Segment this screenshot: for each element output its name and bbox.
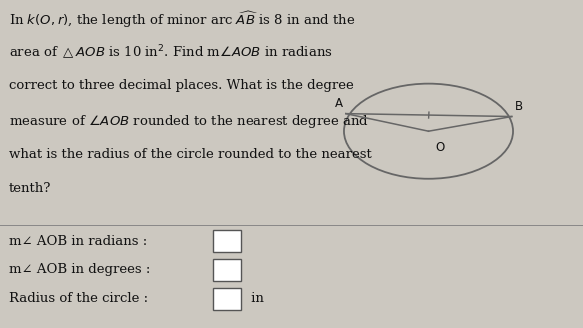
Text: A: A	[335, 97, 343, 110]
Bar	[213, 288, 241, 310]
Text: O: O	[436, 141, 445, 154]
Text: In $k(O, r)$, the length of minor arc $\widehat{AB}$ is 8 in and the: In $k(O, r)$, the length of minor arc $\…	[9, 10, 355, 30]
Text: measure of $\angle AOB$ rounded to the nearest degree and: measure of $\angle AOB$ rounded to the n…	[9, 113, 369, 130]
Text: what is the radius of the circle rounded to the nearest: what is the radius of the circle rounded…	[9, 148, 371, 161]
Bar	[213, 230, 241, 252]
Text: tenth?: tenth?	[9, 182, 51, 195]
Text: B: B	[515, 100, 523, 113]
Text: m∠ AOB in radians :: m∠ AOB in radians :	[9, 235, 147, 248]
Text: in: in	[247, 292, 264, 305]
Bar	[213, 259, 241, 281]
Text: m∠ AOB in degrees :: m∠ AOB in degrees :	[9, 263, 150, 277]
Text: correct to three decimal places. What is the degree: correct to three decimal places. What is…	[9, 79, 353, 92]
Text: area of $\triangle AOB$ is 10 in$^2$. Find m$\angle AOB$ in radians: area of $\triangle AOB$ is 10 in$^2$. Fi…	[9, 44, 332, 62]
Text: Radius of the circle :: Radius of the circle :	[9, 292, 148, 305]
